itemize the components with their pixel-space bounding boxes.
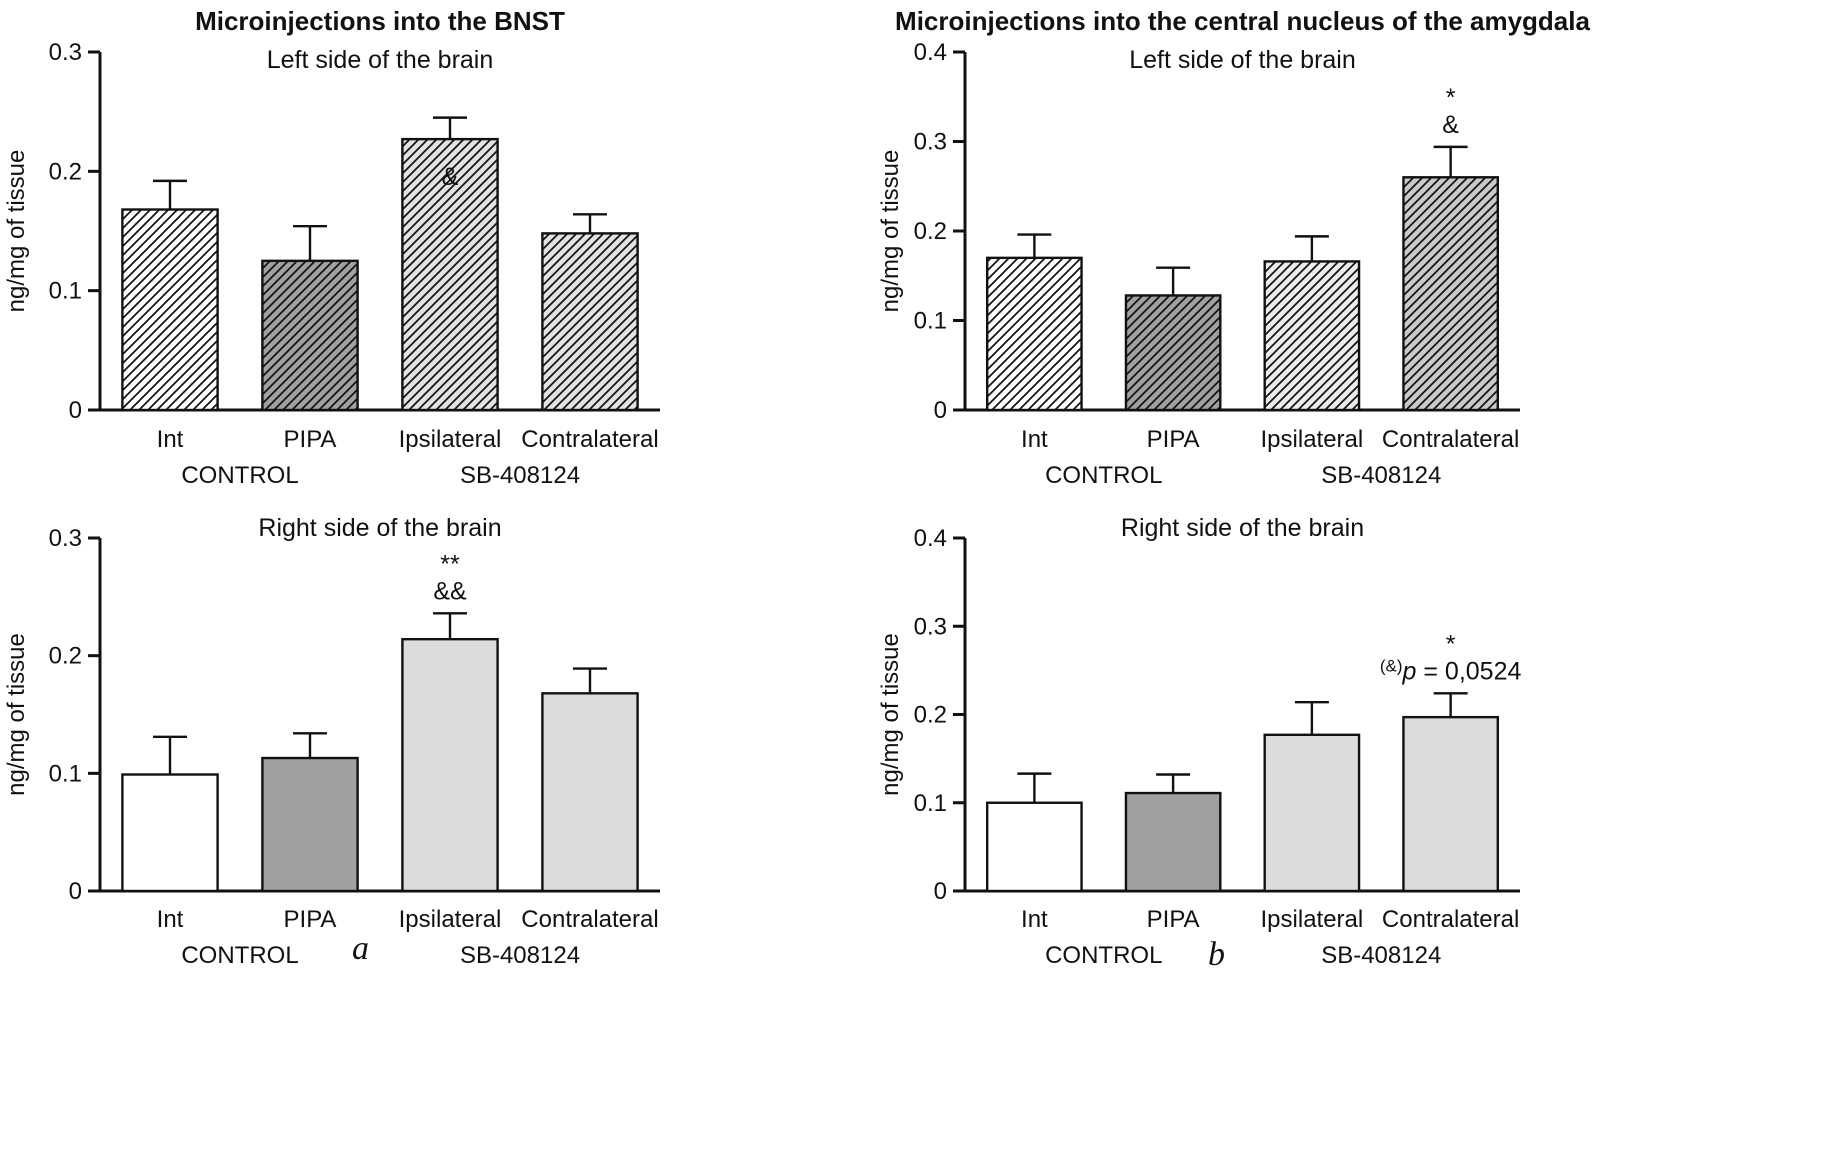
category-label: Ipsilateral (1261, 426, 1364, 453)
category-label: PIPA (1147, 426, 1200, 453)
category-label: Ipsilateral (1261, 906, 1364, 933)
y-tick-label: 0 (69, 397, 82, 424)
bar-pipa (261, 259, 359, 412)
group-label-sb-408124: SB-408124 (460, 462, 580, 489)
bar-contralateral (1402, 715, 1500, 893)
chart-svg-3: Right side of the brain ng/mg of tissue 0 0… (877, 514, 1522, 969)
annotation-contralateral-0: * (1446, 630, 1456, 658)
category-label: PIPA (284, 426, 337, 453)
annotation-contralateral-0: * (1446, 84, 1456, 112)
bar-ipsilateral (401, 637, 499, 893)
bar-int (121, 208, 219, 412)
chart-svg-2: Right side of the brain ng/mg of tissue 0 0… (3, 514, 660, 969)
y-tick-label: 0.4 (914, 39, 947, 66)
bar-contralateral (541, 692, 639, 893)
y-tick-label: 0.3 (914, 613, 947, 640)
category-label: PIPA (284, 906, 337, 933)
y-tick-label: 0.3 (49, 39, 82, 66)
bar-int (121, 773, 219, 893)
group-label-control: CONTROL (181, 462, 298, 489)
group-label-sb-408124: SB-408124 (460, 942, 580, 969)
annotation-ipsilateral-0: ** (440, 550, 460, 578)
panel-label-b: b (1208, 936, 1225, 973)
y-tick-label: 0.2 (49, 643, 82, 670)
category-label: Contralateral (1382, 906, 1519, 933)
bar-int (985, 801, 1083, 893)
category-label: Int (1021, 426, 1048, 453)
group-label-control: CONTROL (1045, 462, 1162, 489)
annotation-ipsilateral-inside-0: & (442, 163, 459, 191)
panel-label-a: a (352, 930, 369, 967)
bar-int (985, 256, 1083, 412)
bar-ipsilateral (1263, 260, 1361, 412)
bar-pipa (261, 756, 359, 893)
annotation-contralateral-1: & (1442, 111, 1459, 139)
group-label-sb-408124: SB-408124 (1321, 462, 1441, 489)
y-tick-label: 0.1 (914, 790, 947, 817)
annotation-ipsilateral-1: && (433, 577, 467, 605)
category-label: Int (1021, 906, 1048, 933)
category-label: Ipsilateral (399, 426, 502, 453)
chart-svg-1: Microinjections into the central nucleus… (877, 6, 1590, 489)
chart-amygdala-left-side: Microinjections into the central nucleus… (877, 0, 1842, 500)
category-label: Int (157, 426, 184, 453)
y-axis-label: ng/mg of tissue (3, 633, 30, 796)
category-label: Contralateral (521, 426, 658, 453)
y-axis-label: ng/mg of tissue (880, 150, 904, 313)
bar-pipa (1124, 791, 1222, 893)
y-tick-label: 0.2 (914, 218, 947, 245)
category-label: Int (157, 906, 184, 933)
y-tick-label: 0 (934, 878, 947, 905)
y-tick-label: 0.1 (49, 278, 82, 305)
y-tick-label: 0.1 (49, 760, 82, 787)
category-label: PIPA (1147, 906, 1200, 933)
y-tick-label: 0.3 (914, 129, 947, 156)
group-label-control: CONTROL (181, 942, 298, 969)
bar-pipa (1124, 294, 1222, 412)
chart-bnst-right-side: Right side of the brain ng/mg of tissue 0 0… (0, 498, 860, 1003)
chart-title: Microinjections into the BNST (195, 6, 565, 36)
chart-amygdala-right-side: Right side of the brain ng/mg of tissue 0 0… (877, 498, 1842, 1003)
chart-svg-0: Microinjections into the BNST Left side o… (3, 6, 660, 489)
y-tick-label: 0 (69, 878, 82, 905)
y-tick-label: 0.4 (914, 525, 947, 552)
y-tick-label: 0.3 (49, 525, 82, 552)
y-axis-label: ng/mg of tissue (880, 633, 904, 796)
group-label-sb-408124: SB-408124 (1321, 942, 1441, 969)
chart-subtitle: Left side of the brain (267, 46, 494, 74)
chart-bnst-left-side: Microinjections into the BNST Left side o… (0, 0, 860, 500)
y-tick-label: 0.1 (914, 308, 947, 335)
y-tick-label: 0.2 (914, 702, 947, 729)
category-label: Contralateral (1382, 426, 1519, 453)
annotation-contralateral-1: (&)p = 0,0524 (1380, 656, 1522, 685)
chart-subtitle: Right side of the brain (1121, 514, 1364, 542)
y-tick-label: 0 (934, 397, 947, 424)
category-label: Contralateral (521, 906, 658, 933)
chart-subtitle: Left side of the brain (1129, 46, 1356, 74)
chart-subtitle: Right side of the brain (258, 514, 501, 542)
group-label-control: CONTROL (1045, 942, 1162, 969)
chart-title: Microinjections into the central nucleus… (895, 6, 1590, 36)
y-tick-label: 0.2 (49, 158, 82, 185)
bar-contralateral (541, 232, 639, 412)
y-axis-label: ng/mg of tissue (3, 150, 30, 313)
category-label: Ipsilateral (399, 906, 502, 933)
bar-ipsilateral (1263, 733, 1361, 893)
bar-contralateral (1402, 176, 1500, 412)
